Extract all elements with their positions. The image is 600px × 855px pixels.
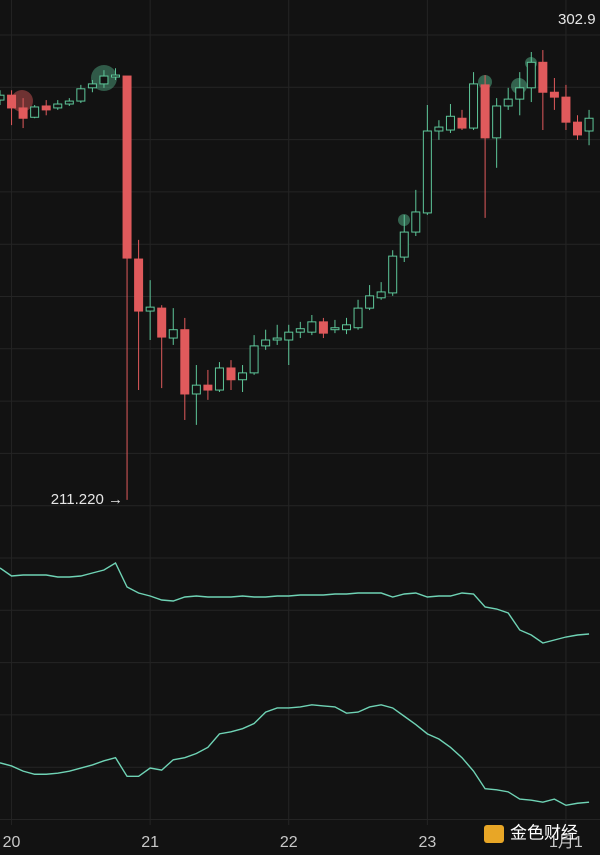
candle-body — [249, 345, 259, 374]
candle-body — [191, 384, 201, 395]
candle-body — [145, 306, 155, 312]
low-label: 211.220 → — [51, 491, 123, 508]
candle-body — [469, 83, 479, 129]
candle-body — [492, 105, 502, 139]
indicator-line — [0, 704, 590, 807]
candle-body — [480, 84, 490, 139]
x-tick-label: 22 — [280, 834, 298, 851]
logo-icon — [484, 825, 504, 843]
candle-body — [0, 94, 5, 101]
candle-body — [272, 337, 282, 341]
candle-body — [134, 258, 144, 312]
candle-body — [445, 115, 455, 131]
candle-body — [434, 126, 444, 132]
candle-body — [30, 106, 40, 118]
candle-body — [53, 103, 63, 109]
candle-body — [157, 307, 167, 338]
candle-body — [422, 130, 432, 214]
x-tick-label: 20 — [3, 834, 21, 851]
indicator-line — [0, 562, 590, 644]
candle-body — [399, 231, 409, 258]
candle-body — [503, 98, 513, 107]
x-tick-label: 23 — [418, 834, 436, 851]
candle-body — [76, 88, 86, 102]
candle-body — [411, 211, 421, 233]
candle-body — [7, 94, 17, 109]
candle-body — [365, 295, 375, 309]
candle-body — [318, 321, 328, 334]
candle-body — [261, 339, 271, 347]
candle-body — [376, 291, 386, 299]
candle-body — [180, 329, 190, 395]
candle-body — [584, 117, 594, 132]
candle-body — [388, 255, 398, 294]
marker — [11, 90, 33, 112]
candle-body — [295, 328, 305, 333]
trade-markers — [11, 57, 537, 226]
candle-body — [238, 372, 248, 381]
candle-body — [515, 87, 525, 100]
x-tick-label: 21 — [141, 834, 159, 851]
candle-body — [122, 75, 132, 259]
x-tick-label: 1月1 — [549, 834, 583, 851]
candle-body — [549, 91, 559, 98]
candle-body — [353, 307, 363, 329]
candle-body — [284, 331, 294, 341]
candle-body — [573, 121, 582, 136]
high-label: 302.9 — [558, 11, 596, 28]
candle-body — [214, 367, 224, 391]
candle-body — [203, 384, 213, 391]
candle-body — [526, 61, 536, 89]
candle-body — [18, 107, 28, 119]
candle-body — [561, 96, 571, 123]
candle-body — [538, 61, 548, 93]
candle-body — [330, 327, 340, 331]
candle-body — [64, 100, 74, 105]
candle-body — [307, 321, 317, 333]
candle-body — [226, 367, 236, 381]
grid — [0, 0, 600, 825]
candle-body — [41, 105, 51, 111]
candle-body — [111, 74, 120, 78]
candle-body — [168, 329, 178, 339]
candle-body — [342, 324, 351, 331]
watermark: 金色财经 — [510, 823, 578, 842]
candle-body — [457, 117, 467, 129]
candle-body — [99, 75, 109, 85]
candle-body — [87, 83, 97, 89]
